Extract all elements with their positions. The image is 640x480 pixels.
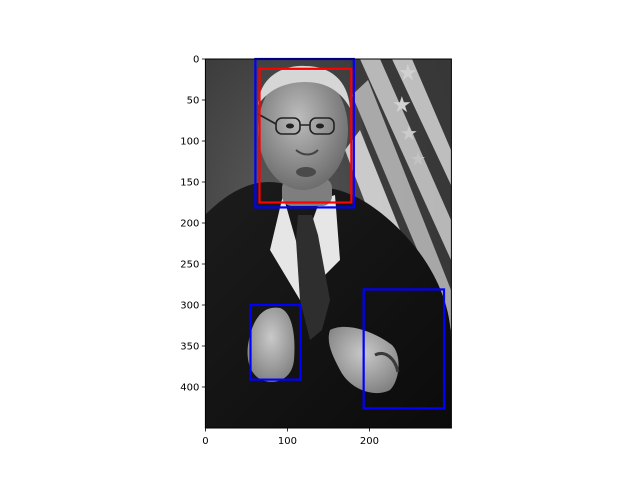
left-hand (247, 307, 295, 382)
y-tick-label-0: 0 (193, 55, 199, 66)
y-tick-label-200: 200 (180, 219, 199, 230)
bounding-box-3 (249, 303, 302, 381)
svg-text:★: ★ (398, 61, 418, 86)
bounding-box-2 (258, 67, 353, 204)
bounding-box-4 (362, 288, 446, 410)
portrait-photo: ★ ★ ★ ★ (205, 59, 452, 428)
svg-text:★: ★ (392, 93, 412, 118)
x-tick-label-100: 100 (278, 436, 297, 447)
x-axis: 0 100 200 (202, 428, 379, 447)
face (258, 70, 348, 190)
axes-frame (204, 58, 452, 429)
y-tick-label-50: 50 (187, 96, 200, 107)
y-tick-label-400: 400 (180, 383, 199, 394)
x-tick-label-0: 0 (202, 436, 208, 447)
y-tick-label-250: 250 (180, 260, 199, 271)
detection-boxes (249, 57, 446, 410)
y-tick-label-300: 300 (180, 301, 199, 312)
y-axis: 0 50 100 150 200 250 300 350 400 (180, 55, 206, 394)
y-tick-label-150: 150 (180, 178, 199, 189)
y-tick-label-350: 350 (180, 342, 199, 353)
y-tick-label-100: 100 (180, 137, 199, 148)
glasses (257, 113, 335, 135)
x-tick-label-200: 200 (360, 436, 379, 447)
svg-text:★: ★ (410, 149, 426, 170)
svg-text:★: ★ (400, 121, 418, 145)
tie (296, 215, 330, 340)
